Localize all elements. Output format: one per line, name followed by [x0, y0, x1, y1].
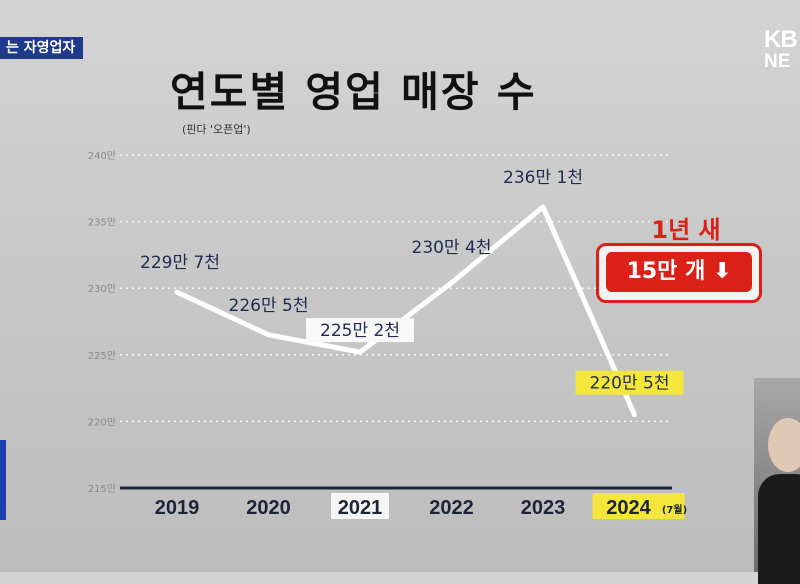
- y-tick-label: 240만: [88, 150, 116, 162]
- presenter-head: [768, 418, 800, 472]
- x-tick-label: 2019: [155, 497, 200, 519]
- data-label: 236만 1천: [503, 168, 583, 188]
- data-label-highlight: [306, 318, 414, 343]
- x-tick-highlight: [592, 493, 685, 519]
- broadcaster-logo-line1: KB: [764, 26, 798, 53]
- data-label: 225만 2천: [320, 321, 400, 341]
- presenter-body: [758, 474, 800, 584]
- data-label: 220만 5천: [590, 374, 670, 394]
- line-chart: 215만 220만 225만 230만 235만 240만 2019 2020 2021 2022…: [88, 150, 687, 519]
- down-arrow-icon: ⬇: [713, 259, 732, 284]
- x-tick-label: 2024: [606, 497, 651, 519]
- data-label: 229만 7천: [140, 253, 220, 273]
- decline-amount-text: 15만 개: [626, 259, 706, 284]
- chart-source: (핀다 '오픈업'): [182, 123, 251, 136]
- series-line: [174, 204, 637, 418]
- presenter-image: [754, 378, 800, 584]
- x-tick-label: 2022: [429, 497, 474, 519]
- decline-badge-amount: 15만 개 ⬇: [606, 252, 752, 292]
- y-tick-label: 220만: [88, 416, 116, 428]
- y-tick-label: 215만: [88, 483, 116, 495]
- topic-tag: 는 자영업자: [0, 37, 84, 59]
- x-tick-suffix: (7월): [662, 504, 687, 516]
- x-tick-label: 2020: [246, 497, 291, 519]
- broadcaster-logo-line2: NE: [764, 51, 791, 72]
- left-edge-strip: [0, 440, 6, 520]
- decline-badge-period: 1년 새: [651, 216, 721, 244]
- data-label-highlight: [575, 370, 684, 395]
- x-tick-highlight: [331, 493, 389, 519]
- chart-title: 연도별 영업 매장 수: [170, 68, 537, 116]
- y-tick-label: 235만: [88, 217, 116, 229]
- data-label: 226만 5천: [229, 296, 309, 316]
- x-tick-label: 2021: [338, 497, 383, 519]
- y-tick-label: 230만: [88, 283, 116, 295]
- broadcaster-logo: KB NE: [764, 26, 800, 72]
- x-tick-label: 2023: [521, 497, 566, 519]
- y-tick-label: 225만: [88, 350, 116, 362]
- data-label: 230만 4천: [412, 238, 492, 258]
